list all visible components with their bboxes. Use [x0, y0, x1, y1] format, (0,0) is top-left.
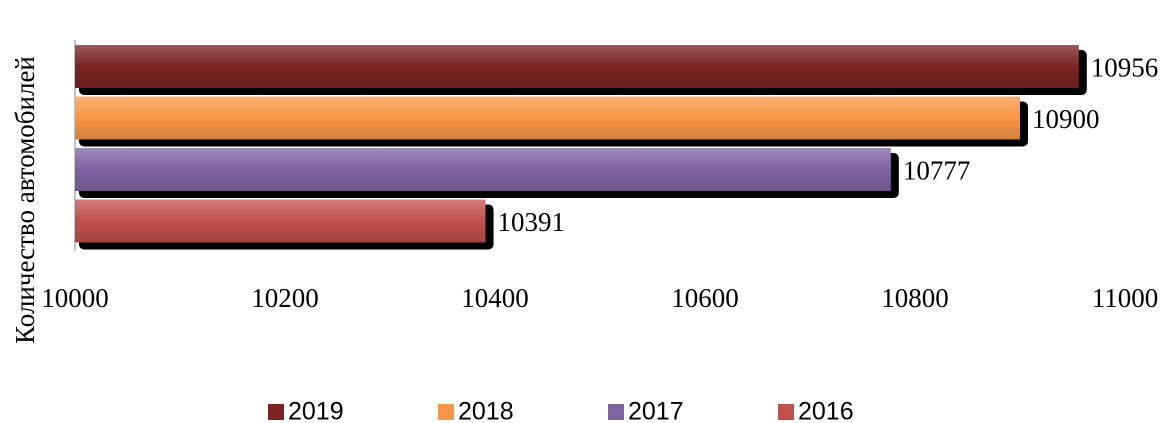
- x-tick-label: 10000: [41, 283, 109, 313]
- legend-swatch: [778, 404, 794, 420]
- y-axis-label: Количество автомобилей: [10, 56, 40, 344]
- legend-swatch: [608, 404, 624, 420]
- data-label: 10956: [1091, 53, 1159, 83]
- legend-label: 2016: [798, 398, 854, 423]
- legend-label: 2019: [288, 398, 344, 423]
- legend-swatch: [438, 404, 454, 420]
- legend-label: 2018: [458, 398, 514, 423]
- data-label: 10777: [903, 156, 971, 186]
- bar: [75, 199, 486, 243]
- x-tick-label: 10800: [881, 283, 949, 313]
- x-tick-label: 10600: [671, 283, 739, 313]
- bar: [75, 96, 1020, 140]
- legend-swatch: [268, 404, 284, 420]
- bar: [75, 45, 1079, 88]
- x-tick-label: 10400: [461, 283, 529, 313]
- x-tick-label: 10200: [251, 283, 319, 313]
- x-tick-label: 11000: [1092, 283, 1159, 313]
- bar: [75, 148, 891, 191]
- legend-label: 2017: [628, 398, 684, 423]
- data-label: 10900: [1032, 104, 1100, 134]
- data-label: 10391: [498, 207, 566, 237]
